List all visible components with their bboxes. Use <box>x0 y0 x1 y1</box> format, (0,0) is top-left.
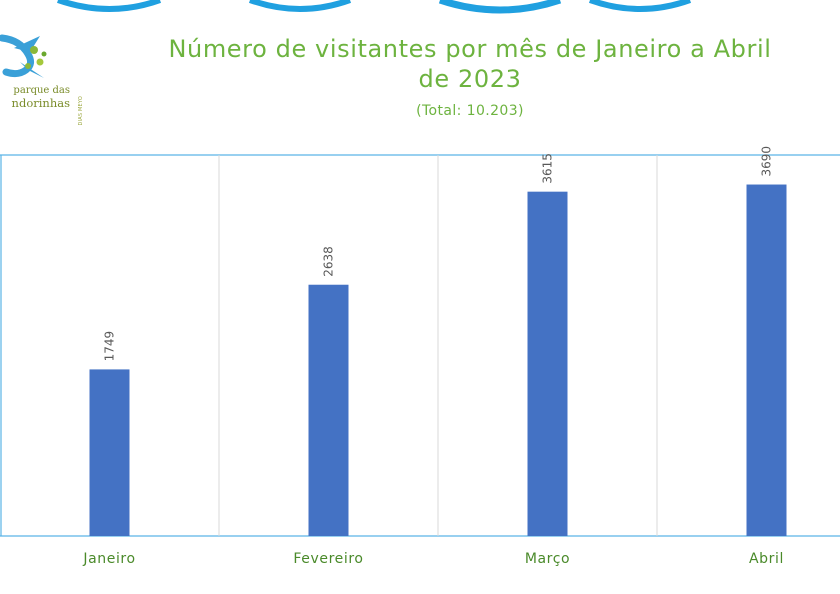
chart-title: Número de visitantes por mês de Janeiro … <box>90 34 840 94</box>
data-label: 3690 <box>760 146 774 177</box>
logo-wordmark: parque das ndorinhas <box>0 85 70 109</box>
bar <box>89 369 130 536</box>
bar <box>746 184 787 536</box>
logo-line1: parque das <box>13 85 70 96</box>
decorative-top-arcs <box>57 0 692 14</box>
chart-title-line1: Número de visitantes por mês de Janeiro … <box>168 35 772 63</box>
data-label: 3615 <box>541 153 555 184</box>
x-tick-label: Abril <box>749 551 784 567</box>
bar-chart: 1749 Janeiro 2638 Fevereiro 3615 Março 3690 Abr… <box>0 146 840 567</box>
swallow-logo-icon <box>0 34 47 78</box>
x-tick-label: Janeiro <box>82 551 135 567</box>
x-tick-label: Março <box>525 551 570 567</box>
x-tick-label: Fevereiro <box>293 551 363 567</box>
bar <box>308 284 349 536</box>
data-label: 2638 <box>322 246 336 277</box>
logo-small-text: DIAS MEYO <box>78 96 84 126</box>
bar <box>527 191 568 536</box>
data-label: 1749 <box>103 331 117 362</box>
chart-subtitle: (Total: 10.203) <box>416 103 524 119</box>
chart-title-line2: de 2023 <box>418 65 522 93</box>
logo-line2: ndorinhas <box>11 96 70 110</box>
